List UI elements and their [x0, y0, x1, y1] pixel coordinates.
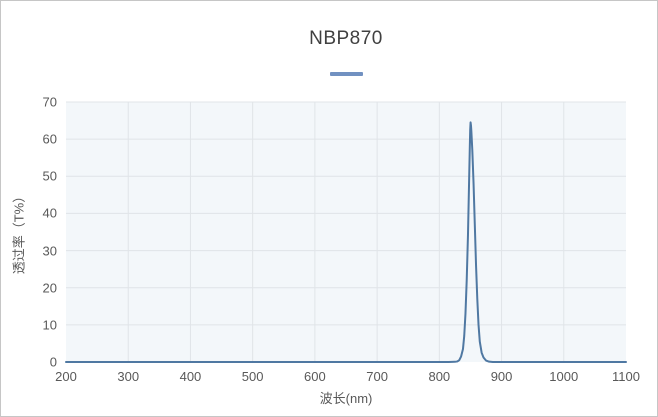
y-tick-label: 10 [42, 317, 57, 333]
x-tick-label: 800 [428, 369, 451, 384]
x-tick-label: 400 [179, 369, 202, 384]
series-line [65, 121, 627, 363]
y-tick-label: 40 [42, 205, 57, 221]
chart-title: NBP870 [309, 28, 383, 49]
x-tick-label: 1000 [549, 369, 579, 384]
x-axis-title: 波长(nm) [319, 391, 373, 406]
x-tick-label: 200 [55, 369, 77, 384]
x-tick-label: 600 [304, 369, 326, 384]
y-axis-title: 透过率（T%） [11, 189, 27, 275]
plot-area [65, 101, 627, 363]
legend [66, 72, 626, 76]
y-tick-label: 70 [42, 94, 57, 110]
x-tick-label: 700 [366, 369, 388, 384]
x-tick-label: 300 [117, 369, 140, 384]
y-tick-label: 50 [42, 168, 57, 184]
x-tick-label: 500 [241, 369, 264, 384]
x-tick-label: 1100 [612, 369, 640, 384]
x-tick-label: 900 [490, 369, 513, 384]
y-tick-label: 60 [42, 131, 57, 147]
plot-background [66, 102, 626, 362]
legend-line-swatch [329, 72, 363, 76]
y-tick-label: 30 [42, 243, 57, 259]
y-tick-label: 20 [42, 280, 57, 296]
y-tick-label: 0 [49, 354, 57, 370]
